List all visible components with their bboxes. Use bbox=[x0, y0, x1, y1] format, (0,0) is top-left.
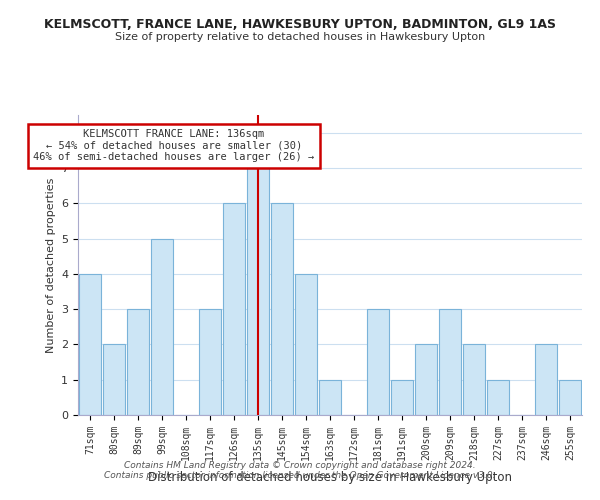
Bar bbox=[247, 168, 269, 415]
Bar bbox=[559, 380, 581, 415]
Bar bbox=[319, 380, 341, 415]
Text: Contains HM Land Registry data © Crown copyright and database right 2024.
Contai: Contains HM Land Registry data © Crown c… bbox=[104, 460, 496, 480]
Bar bbox=[367, 309, 389, 415]
Text: KELMSCOTT FRANCE LANE: 136sqm
← 54% of detached houses are smaller (30)
46% of s: KELMSCOTT FRANCE LANE: 136sqm ← 54% of d… bbox=[34, 129, 314, 162]
Bar bbox=[535, 344, 557, 415]
Bar bbox=[439, 309, 461, 415]
Y-axis label: Number of detached properties: Number of detached properties bbox=[46, 178, 56, 352]
Bar bbox=[415, 344, 437, 415]
Bar bbox=[487, 380, 509, 415]
Bar bbox=[127, 309, 149, 415]
Bar bbox=[391, 380, 413, 415]
Bar bbox=[103, 344, 125, 415]
Bar bbox=[295, 274, 317, 415]
Text: KELMSCOTT, FRANCE LANE, HAWKESBURY UPTON, BADMINTON, GL9 1AS: KELMSCOTT, FRANCE LANE, HAWKESBURY UPTON… bbox=[44, 18, 556, 30]
Bar bbox=[79, 274, 101, 415]
Bar bbox=[463, 344, 485, 415]
Bar bbox=[199, 309, 221, 415]
Bar bbox=[223, 203, 245, 415]
Bar bbox=[151, 238, 173, 415]
Text: Size of property relative to detached houses in Hawkesbury Upton: Size of property relative to detached ho… bbox=[115, 32, 485, 42]
X-axis label: Distribution of detached houses by size in Hawkesbury Upton: Distribution of detached houses by size … bbox=[148, 471, 512, 484]
Bar bbox=[271, 203, 293, 415]
